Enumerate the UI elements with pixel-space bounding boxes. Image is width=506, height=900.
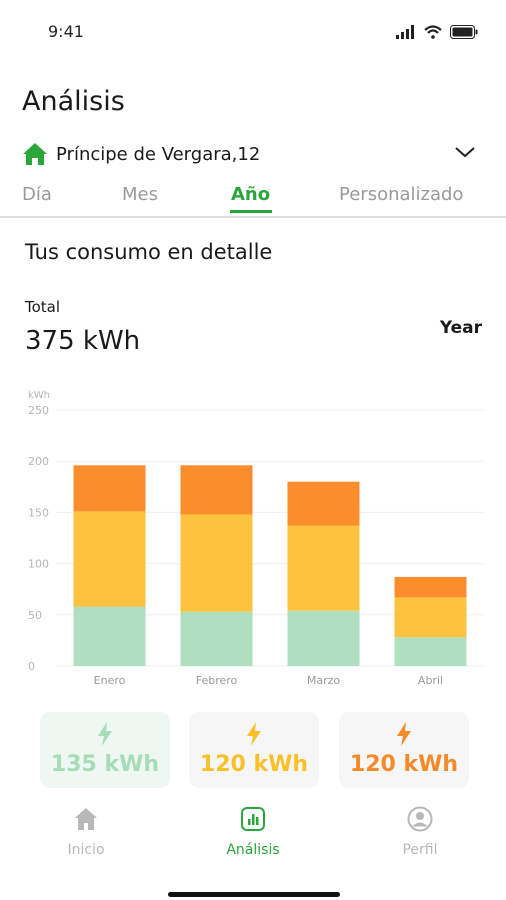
tab-dia[interactable]: Día	[22, 184, 52, 205]
bar-segment	[394, 597, 467, 638]
bar-segment	[287, 610, 360, 666]
summary-card: 120 kWh	[189, 712, 319, 788]
y-tick-label: 150	[28, 506, 49, 519]
chart-svg: kWh 0 50 100 150 200 250 Enero Febrero Marzo Abril	[28, 390, 484, 687]
bolt-icon	[246, 722, 262, 746]
card-value: 135 kWh	[50, 752, 160, 777]
address-selector[interactable]: Príncipe de Vergara,12	[22, 140, 482, 168]
bar-segment	[73, 465, 146, 512]
bar-segment	[180, 465, 253, 515]
chevron-down-icon[interactable]	[454, 144, 476, 163]
bar-segment	[73, 511, 146, 607]
tab-personalizado[interactable]: Personalizado	[339, 184, 464, 205]
x-tick-label: Abril	[418, 674, 443, 687]
nav-label: Perfil	[402, 842, 438, 858]
bolt-icon	[97, 722, 113, 746]
home-indicator	[168, 892, 340, 897]
y-tick-label: 0	[28, 660, 35, 673]
bar-segment	[394, 637, 467, 666]
page-title: Análisis	[22, 86, 125, 117]
bottom-nav: Inicio Análisis Perfil	[0, 790, 506, 900]
x-tick-label: Marzo	[307, 674, 341, 687]
bar-segment	[287, 481, 360, 526]
x-tick-label: Febrero	[196, 674, 238, 687]
summary-cards: 135 kWh 120 kWh 120 kWh	[40, 712, 470, 788]
card-value: 120 kWh	[199, 752, 309, 777]
bolt-icon	[396, 722, 412, 746]
status-bar: 9:41	[0, 0, 506, 60]
total-label: Total	[25, 298, 61, 316]
y-tick-label: 100	[28, 558, 49, 571]
house-icon	[22, 142, 48, 166]
consumption-chart: kWh 0 50 100 150 200 250 Enero Febrero Marzo Abril	[24, 382, 490, 692]
total-value: 375 kWh	[25, 326, 141, 356]
bar-segment	[287, 525, 360, 611]
nav-analisis[interactable]: Análisis	[198, 806, 308, 858]
y-axis-unit: kWh	[28, 390, 50, 401]
battery-icon	[450, 24, 478, 43]
period-tabs: Día Mes Año Personalizado	[0, 180, 506, 218]
address-name: Príncipe de Vergara,12	[56, 143, 261, 165]
nav-label: Análisis	[226, 842, 280, 858]
status-time: 9:41	[48, 22, 84, 41]
summary-card: 120 kWh	[339, 712, 469, 788]
tab-mes[interactable]: Mes	[122, 184, 158, 205]
nav-perfil[interactable]: Perfil	[365, 806, 475, 858]
bar-segment	[394, 576, 467, 598]
nav-inicio[interactable]: Inicio	[31, 806, 141, 858]
status-icons	[396, 24, 478, 43]
x-tick-label: Enero	[94, 674, 126, 687]
y-tick-label: 50	[28, 609, 42, 622]
active-tab-indicator	[230, 210, 272, 213]
wifi-icon	[424, 24, 442, 43]
bar-segment	[73, 606, 146, 666]
signal-icon	[396, 24, 416, 43]
bar-segment	[180, 611, 253, 666]
period-label: Year	[439, 318, 482, 338]
profile-icon	[407, 806, 433, 836]
tab-ano[interactable]: Año	[231, 184, 271, 205]
bar-segment	[180, 514, 253, 612]
y-tick-label: 250	[28, 404, 49, 417]
card-value: 120 kWh	[349, 752, 459, 777]
nav-label: Inicio	[67, 842, 105, 858]
summary-card: 135 kWh	[40, 712, 170, 788]
section-title: Tus consumo en detalle	[25, 240, 273, 264]
analytics-icon	[240, 806, 266, 836]
y-tick-label: 200	[28, 455, 49, 468]
home-icon	[73, 806, 99, 836]
